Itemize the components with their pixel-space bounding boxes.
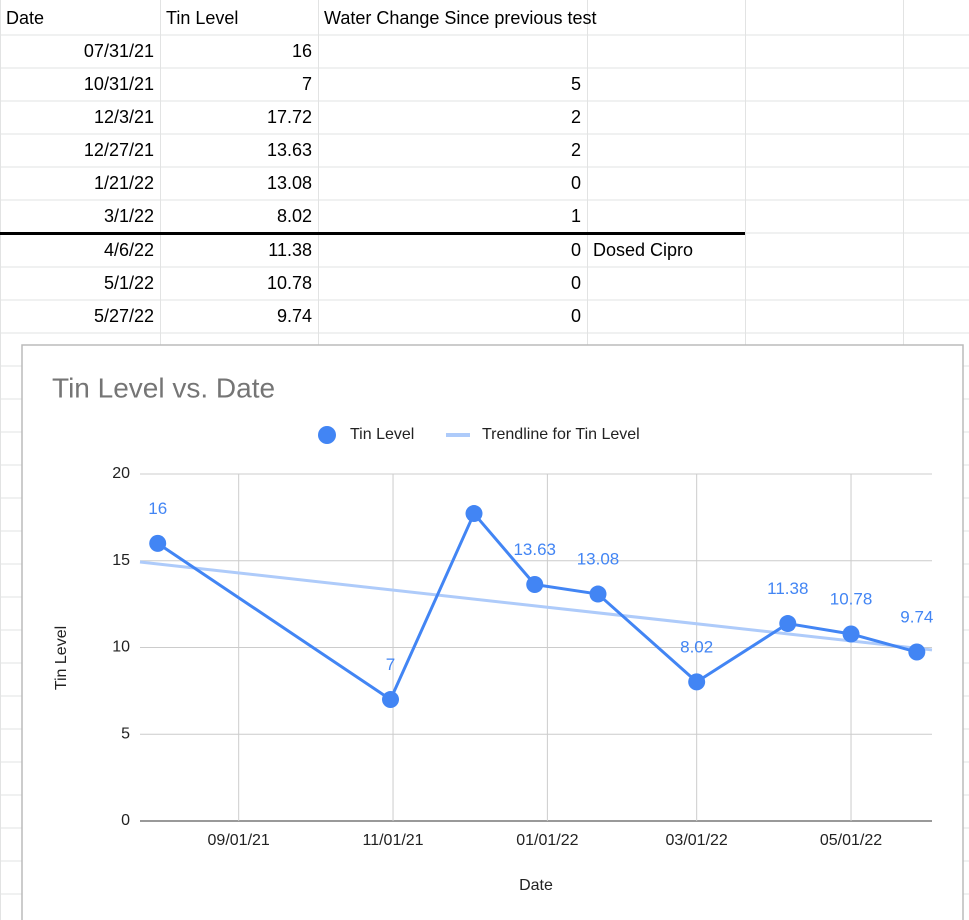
x-tick-label: 01/01/22 [516, 832, 578, 849]
chart-title: Tin Level vs. Date [52, 372, 275, 403]
y-axis-title: Tin Level [53, 626, 70, 690]
cell: 16 [292, 41, 312, 61]
cell: 13.63 [267, 140, 312, 160]
cell: 8.02 [277, 206, 312, 226]
data-point [465, 505, 483, 523]
cell: 12/3/21 [94, 107, 154, 127]
thick-border [0, 232, 745, 235]
cell: 10/31/21 [84, 74, 154, 94]
data-point [779, 615, 797, 633]
y-tick-label: 20 [112, 465, 130, 482]
y-tick-label: 5 [121, 725, 130, 742]
data-point [382, 691, 400, 709]
cell: 11.38 [268, 240, 312, 260]
cell: 5/1/22 [104, 273, 154, 293]
data-point [589, 585, 607, 603]
cell: 3/1/22 [104, 206, 154, 226]
data-label: 10.78 [830, 589, 873, 608]
cell: 2 [571, 107, 581, 127]
data-label: 11.38 [767, 579, 808, 598]
x-tick-label: 11/01/21 [362, 832, 423, 849]
data-label: 7 [386, 655, 395, 674]
cell: 1 [571, 206, 581, 226]
cell: 9.74 [277, 306, 312, 326]
legend-label: Tin Level [350, 426, 414, 443]
cell: 13.08 [267, 173, 312, 193]
data-label: 8.02 [680, 637, 713, 656]
trendline [139, 560, 933, 652]
y-tick-label: 0 [121, 812, 130, 829]
y-tick-label: 10 [112, 639, 130, 656]
cell: 4/6/22 [104, 240, 154, 260]
cell: 07/31/21 [84, 41, 154, 61]
note-cell: Dosed Cipro [593, 240, 693, 260]
cell: 12/27/21 [84, 140, 154, 160]
x-tick-label: 05/01/22 [820, 832, 882, 849]
legend-marker [318, 426, 336, 444]
cell: 17.72 [267, 107, 312, 127]
cell: 0 [571, 306, 581, 326]
cell: 10.78 [267, 273, 312, 293]
data-point [526, 576, 544, 594]
chart-box [21, 344, 964, 920]
y-tick-label: 15 [112, 552, 130, 569]
header-cell: Date [6, 8, 44, 28]
cell: 0 [571, 273, 581, 293]
x-tick-label: 03/01/22 [666, 832, 728, 849]
chart: Tin Level vs. Date Date Tin Level 0 5 10 15… [52, 372, 933, 894]
data-label: 13.63 [513, 540, 556, 559]
data-label: 9.74 [900, 607, 933, 626]
cell: 5/27/22 [94, 306, 154, 326]
legend-label: Trendline for Tin Level [482, 426, 640, 443]
header-cell: Tin Level [166, 8, 238, 28]
cell: 1/21/22 [94, 173, 154, 193]
data-point [842, 625, 860, 643]
cell: 0 [571, 240, 581, 260]
cell: 7 [302, 74, 312, 94]
data-point [688, 673, 706, 691]
data-point [908, 643, 926, 661]
cell: 2 [571, 140, 581, 160]
cell: 5 [571, 74, 581, 94]
header-cell: Water Change Since previous test [324, 8, 596, 28]
data-label: 16 [148, 499, 167, 518]
data-point [149, 534, 167, 552]
cell: 0 [571, 173, 581, 193]
x-axis-title: Date [519, 877, 553, 894]
data-label: 13.08 [577, 550, 620, 569]
x-tick-label: 09/01/21 [208, 832, 270, 849]
